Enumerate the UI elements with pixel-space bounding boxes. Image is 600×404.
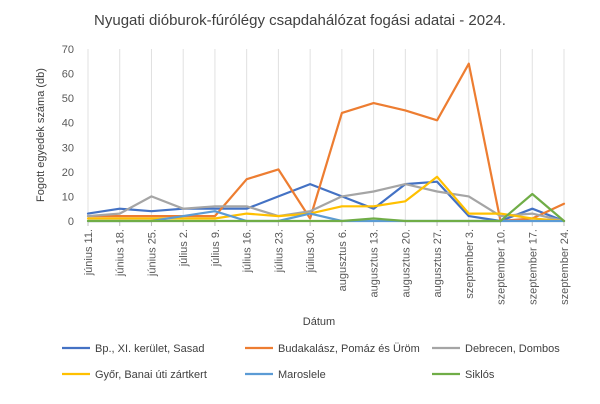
x-tick-label: június 11.	[83, 229, 95, 276]
x-tick-label: július 2.	[178, 229, 190, 267]
x-tick-label: augusztus 6.	[337, 229, 349, 291]
x-tick-label: augusztus 20.	[400, 229, 412, 298]
x-tick-label: július 23.	[273, 229, 285, 273]
y-tick-label: 60	[62, 69, 74, 81]
x-axis-title: Dátum	[303, 316, 335, 328]
chart-title: Nyugati dióburok-fúrólégy csapdahálózat …	[94, 12, 506, 29]
y-tick-label: 50	[62, 93, 74, 105]
x-tick-label: július 16.	[242, 229, 254, 273]
y-tick-label: 20	[62, 167, 74, 179]
y-tick-label: 30	[62, 142, 74, 154]
series-line-1	[86, 180, 566, 223]
legend: Bp., XI. kerület, Sasad Budakalász, Pomáz…	[62, 343, 560, 381]
y-tick-label: 0	[68, 216, 74, 228]
x-tick-label: augusztus 27.	[432, 229, 444, 298]
x-tick-label: szeptember 10.	[496, 229, 508, 305]
legend-label: Budakalász, Pomáz és Üröm	[278, 343, 420, 355]
x-tick-label: szeptember 3.	[464, 229, 476, 299]
legend-label: Siklós	[465, 369, 495, 381]
x-tick-label: szeptember 24.	[559, 229, 571, 305]
axes: 0 10 20 30 40 50 60 70 június 11. június 18. júniu…	[62, 44, 571, 305]
x-tick-label: szeptember 17.	[527, 229, 539, 305]
series-line-3	[86, 183, 566, 223]
series-line-2	[86, 62, 566, 223]
legend-label: Győr, Banai úti zártkert	[95, 369, 207, 381]
y-tick-label: 70	[62, 44, 74, 56]
x-tick-label: június 18.	[115, 229, 127, 277]
legend-label: Debrecen, Dombos	[465, 343, 560, 355]
y-tick-label: 40	[62, 118, 74, 130]
series-line-6	[86, 192, 566, 223]
y-axis-title: Fogott egyedek száma (db)	[35, 68, 47, 202]
x-tick-label: június 25.	[146, 229, 158, 277]
legend-label: Maroslele	[278, 369, 326, 381]
legend-label: Bp., XI. kerület, Sasad	[95, 343, 204, 355]
series-lines	[86, 62, 566, 223]
y-tick-label: 10	[62, 191, 74, 203]
x-tick-label: július 9.	[210, 229, 222, 267]
x-tick-label: augusztus 13.	[369, 229, 381, 298]
x-tick-label: július 30.	[305, 229, 317, 273]
